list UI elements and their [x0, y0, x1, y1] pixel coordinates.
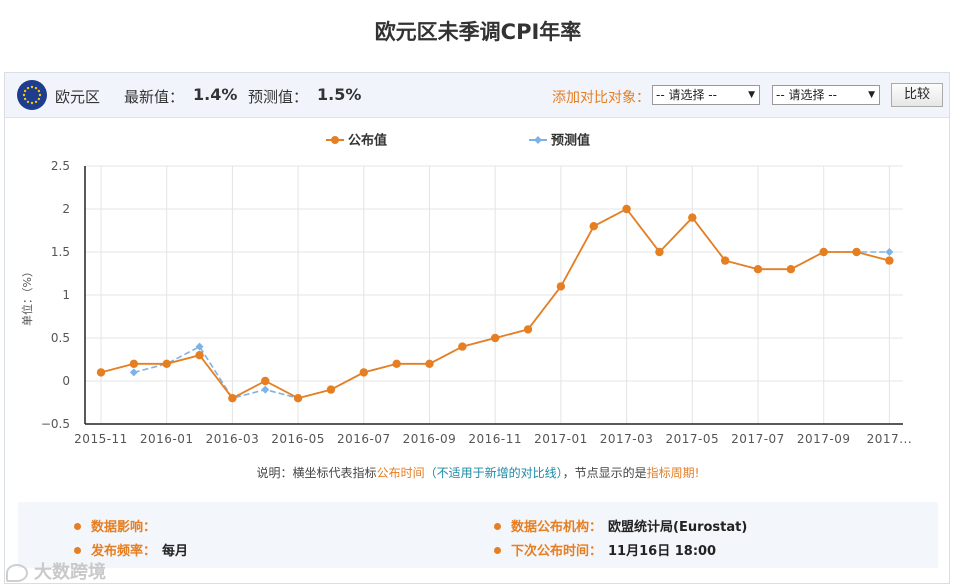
impact-row: 数据影响： — [74, 516, 162, 535]
published-point — [688, 213, 697, 222]
chevron-down-icon: ▼ — [868, 90, 875, 100]
x-tick-label: 2017-09 — [797, 432, 851, 446]
chart-panel — [4, 72, 950, 584]
bullet-icon — [494, 523, 501, 530]
watermark: 大数跨境 — [6, 558, 106, 584]
published-point — [720, 256, 730, 265]
compare-select-2-value: -- 请选择 -- — [776, 88, 837, 102]
x-tick-label: 2016-07 — [337, 432, 391, 446]
published-point — [819, 247, 828, 257]
y-tick-label: 2.5 — [51, 159, 70, 173]
x-tick-label: 2017-05 — [665, 432, 719, 446]
eu-flag-icon — [17, 80, 47, 110]
forecast-point — [195, 342, 204, 351]
y-tick-label: 0 — [62, 374, 70, 388]
published-point — [293, 394, 303, 403]
frequency-row: 发布频率： 每月 — [74, 540, 188, 559]
series-line-forecast — [133, 207, 890, 400]
published-point — [425, 359, 434, 368]
published-point — [261, 376, 270, 386]
published-point — [129, 359, 139, 368]
impact-label: 数据影响： — [91, 520, 157, 535]
latest-value: 1.4% — [193, 85, 238, 104]
footnote-period: 指标周期 — [646, 466, 695, 480]
y-tick-label: 1.5 — [51, 245, 70, 259]
compare-select-2[interactable]: -- 请选择 -- ▼ — [772, 85, 880, 105]
published-point — [359, 368, 368, 377]
compare-select-1-value: -- 请选择 -- — [656, 88, 717, 102]
forecast-point — [885, 248, 894, 256]
footnote-publish-time: 公布时间 — [376, 466, 425, 480]
y-axis-label: 单位：（%） — [20, 266, 34, 326]
published-point — [96, 368, 106, 377]
chart-footnote: 说明：横坐标代表指标公布时间（不适用于新增的对比线），节点显示的是指标周期! — [0, 464, 956, 481]
frequency-label: 发布频率： — [91, 544, 157, 559]
chevron-down-icon: ▼ — [748, 90, 755, 100]
published-point — [622, 204, 631, 214]
published-point — [458, 342, 467, 351]
y-tick-label: −0.5 — [41, 417, 70, 431]
published-point — [162, 359, 171, 368]
next-release-row: 下次公布时间： 11月16日 18:00 — [494, 540, 716, 559]
x-tick-label: 2016-09 — [403, 432, 457, 446]
published-point — [392, 359, 401, 368]
forecast-value-label: 预测值： — [248, 88, 309, 106]
agency-value: 欧盟统计局(Eurostat) — [608, 520, 748, 535]
bullet-icon — [494, 547, 501, 554]
published-point — [655, 247, 664, 257]
agency-row: 数据公布机构： 欧盟统计局(Eurostat) — [494, 516, 747, 535]
forecast-point — [261, 385, 270, 394]
next-release-label: 下次公布时间： — [511, 544, 603, 559]
x-tick-label: 2016-01 — [140, 432, 194, 446]
x-tick-label: 2016-03 — [206, 432, 260, 446]
x-tick-label: 2017-03 — [600, 432, 654, 446]
footnote-suffix: ! — [694, 466, 700, 480]
published-point — [589, 222, 598, 231]
published-point — [786, 265, 796, 274]
forecast-value: 1.5% — [317, 85, 362, 104]
info-bar: 欧元区 最新值： 1.4% 预测值： 1.5% 添加对比对象： -- 请选择 -… — [5, 73, 949, 118]
legend-label-published: 公布值 — [348, 133, 387, 149]
published-point — [491, 333, 500, 343]
published-point — [523, 325, 533, 334]
x-tick-label: 2017-07 — [731, 432, 785, 446]
data-info-box: 数据影响： 数据公布机构： 欧盟统计局(Eurostat) 发布频率： 每月 下次公… — [18, 502, 938, 568]
x-tick-label: 2015-11 — [74, 432, 128, 446]
published-point — [556, 282, 566, 291]
latest-value-label: 最新值： — [124, 88, 185, 106]
forecast-point — [129, 368, 138, 377]
footnote-paren: （不适用于新增的对比线） — [424, 466, 563, 480]
legend-marker-published — [331, 136, 339, 144]
compare-select-1[interactable]: -- 请选择 -- ▼ — [652, 85, 760, 105]
published-point — [228, 394, 237, 403]
bullet-icon — [74, 523, 81, 530]
agency-label: 数据公布机构： — [511, 520, 603, 535]
footnote-middle: ，节点显示的是 — [562, 466, 647, 480]
published-point — [326, 385, 336, 394]
y-tick-label: 1 — [62, 288, 70, 302]
published-point — [195, 351, 204, 360]
legend-label-forecast: 预测值 — [551, 133, 590, 149]
next-release-value: 11月16日 18:00 — [608, 544, 717, 559]
region-name: 欧元区 — [55, 88, 101, 106]
frequency-value: 每月 — [162, 544, 189, 559]
bullet-icon — [74, 547, 81, 554]
compare-button[interactable]: 比较 — [891, 83, 943, 107]
x-tick-label: 2016-11 — [468, 432, 522, 446]
x-tick-label: 2017... — [867, 432, 912, 446]
published-point — [753, 265, 763, 274]
page-title: 欧元区未季调CPI年率 — [374, 20, 582, 44]
x-tick-label: 2016-05 — [271, 432, 325, 446]
watermark-logo-icon — [6, 564, 28, 582]
y-tick-label: 2 — [62, 202, 70, 216]
watermark-text: 大数跨境 — [34, 562, 106, 583]
y-tick-label: 0.5 — [51, 331, 70, 345]
published-point — [852, 247, 861, 257]
compare-label: 添加对比对象： — [552, 90, 650, 106]
x-tick-label: 2017-01 — [534, 432, 588, 446]
footnote-prefix: 说明：横坐标代表指标 — [256, 466, 377, 480]
legend-marker-forecast — [534, 136, 542, 144]
published-point — [885, 256, 894, 265]
